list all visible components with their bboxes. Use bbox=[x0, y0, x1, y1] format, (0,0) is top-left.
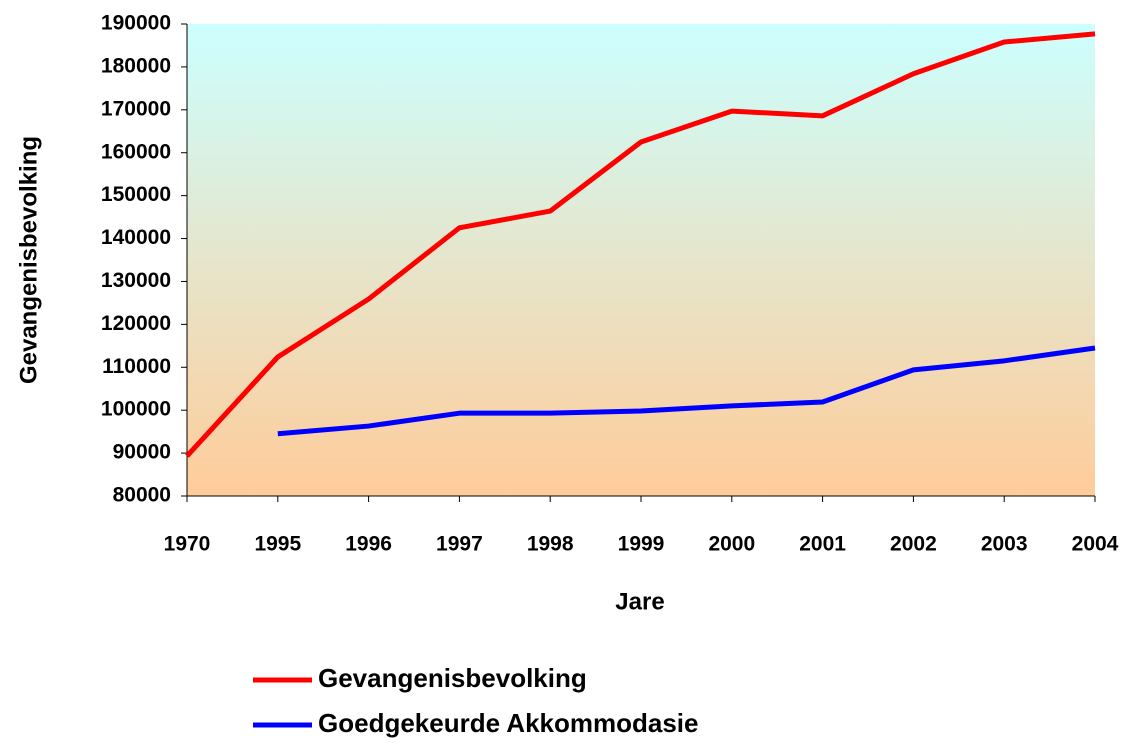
x-tick-label: 1999 bbox=[618, 533, 665, 556]
x-tick-label: 1997 bbox=[436, 533, 483, 556]
y-tick-label: 140000 bbox=[101, 226, 171, 249]
y-tick-label: 120000 bbox=[101, 312, 171, 335]
y-tick-label: 80000 bbox=[113, 484, 171, 507]
y-axis-title: Gevangenisbevolking bbox=[15, 136, 42, 384]
x-tick-label: 1970 bbox=[164, 533, 211, 556]
y-tick-label: 180000 bbox=[101, 54, 171, 77]
y-tick-label: 130000 bbox=[101, 269, 171, 292]
legend-label: Gevangenisbevolking bbox=[318, 663, 587, 693]
x-tick-label: 2002 bbox=[890, 533, 937, 556]
x-tick-label: 2004 bbox=[1072, 533, 1119, 556]
y-tick-label: 150000 bbox=[101, 183, 171, 206]
y-tick-label: 110000 bbox=[102, 355, 171, 378]
x-tick-label: 1995 bbox=[254, 533, 301, 556]
x-tick-label: 2003 bbox=[981, 533, 1028, 556]
y-tick-label: 160000 bbox=[101, 140, 171, 163]
plot-area bbox=[187, 24, 1095, 496]
x-tick-label: 2000 bbox=[708, 533, 755, 556]
y-tick-label: 90000 bbox=[113, 441, 171, 464]
y-tick-label: 100000 bbox=[101, 398, 171, 421]
x-tick-label: 1996 bbox=[345, 533, 392, 556]
x-axis-title: Jare bbox=[615, 588, 664, 615]
series-line bbox=[185, 31, 1096, 458]
x-tick-label: 2001 bbox=[799, 533, 846, 556]
y-tick-label: 190000 bbox=[101, 12, 171, 35]
x-tick-label: 1998 bbox=[527, 533, 574, 556]
legend-label: Goedgekeurde Akkommodasie bbox=[318, 708, 699, 738]
series-line bbox=[277, 345, 1096, 437]
y-tick-label: 170000 bbox=[101, 97, 171, 120]
